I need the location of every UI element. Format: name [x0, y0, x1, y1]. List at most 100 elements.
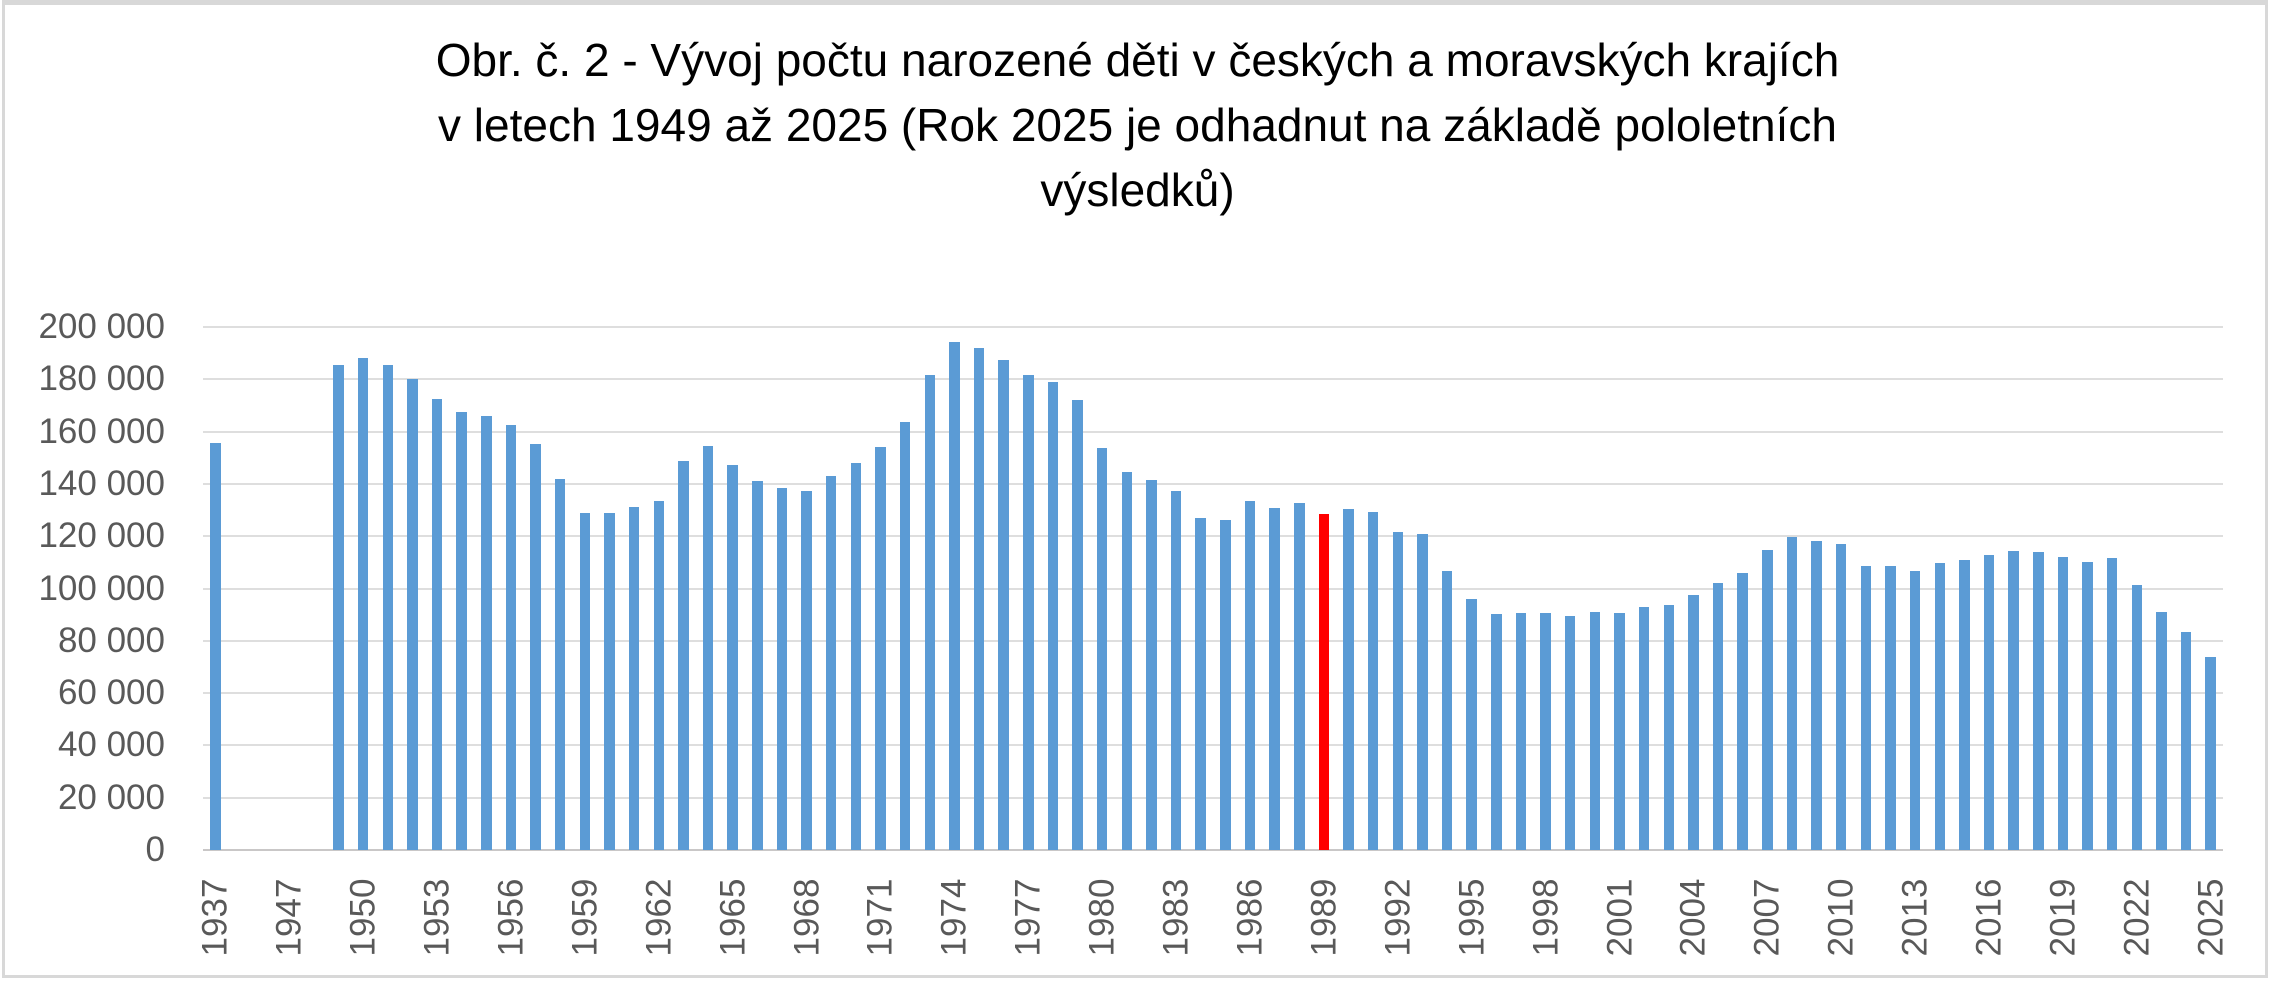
gridline — [203, 587, 2223, 590]
bar-2014 — [1934, 562, 1945, 850]
x-tick-label: 1947 — [269, 878, 309, 956]
bar-1965 — [727, 464, 738, 850]
bar-1985 — [1220, 520, 1231, 850]
bar-1995 — [1466, 598, 1477, 850]
bar-1999 — [1564, 616, 1576, 850]
bar-1967 — [776, 488, 788, 850]
bar-1998 — [1540, 613, 1551, 850]
x-tick-label: 1962 — [639, 878, 679, 956]
bar-2000 — [1589, 612, 1601, 850]
x-tick-label: 2007 — [1747, 878, 1787, 956]
bar-2011 — [1860, 565, 1872, 850]
bar-1960 — [604, 512, 615, 850]
gridline — [203, 796, 2223, 799]
y-tick-label: 0 — [145, 830, 165, 869]
bar-2023 — [2156, 611, 2167, 850]
y-tick-label: 80 000 — [57, 620, 165, 660]
bar-1958 — [554, 479, 566, 850]
bar-1954 — [456, 412, 467, 850]
bar-2020 — [2082, 561, 2093, 850]
bar-1984 — [1195, 518, 1206, 850]
x-axis-line — [203, 849, 2223, 851]
bar-1968 — [801, 490, 812, 850]
bar-1937 — [210, 443, 221, 850]
y-tick-label: 180 000 — [38, 359, 165, 399]
bar-2001 — [1614, 612, 1625, 850]
bar-1975 — [973, 348, 985, 850]
bar-1962 — [653, 500, 664, 850]
x-tick-label: 1950 — [343, 878, 383, 956]
y-tick-label: 160 000 — [38, 411, 165, 451]
bar-2012 — [1885, 566, 1896, 850]
x-tick-label: 1977 — [1008, 878, 1048, 956]
chart-title-line-2: v letech 1949 až 2025 (Rok 2025 je odhad… — [438, 99, 1837, 151]
bar-1951 — [382, 364, 393, 850]
bar-2024 — [2180, 631, 2192, 850]
x-tick-label: 1980 — [1082, 878, 1122, 956]
bar-1973 — [924, 374, 935, 850]
bar-1992 — [1392, 531, 1403, 850]
bar-2005 — [1712, 582, 1724, 850]
bar-1983 — [1170, 490, 1182, 850]
y-tick-label: 140 000 — [38, 463, 165, 503]
bar-1952 — [407, 379, 418, 850]
gridline — [203, 692, 2223, 695]
x-tick-label: 1998 — [1526, 878, 1566, 956]
bar-1978 — [1047, 382, 1059, 850]
y-tick-label: 20 000 — [57, 777, 165, 817]
bar-2010 — [1835, 543, 1847, 850]
gridline — [203, 482, 2223, 485]
x-tick-label: 1968 — [787, 878, 826, 956]
x-tick-label: 2001 — [1600, 878, 1639, 956]
bar-1956 — [505, 425, 517, 850]
bar-1980 — [1096, 447, 1108, 850]
gridline — [203, 430, 2223, 433]
x-tick-label: 1983 — [1156, 878, 1196, 956]
bar-1972 — [899, 421, 911, 850]
bar-1997 — [1515, 612, 1527, 850]
x-tick-label: 2025 — [2191, 878, 2231, 956]
y-tick-label: 100 000 — [38, 568, 165, 608]
bar-2019 — [2057, 556, 2069, 850]
bar-1991 — [1367, 511, 1379, 850]
bar-1981 — [1121, 472, 1132, 850]
x-tick-label: 1953 — [417, 878, 457, 956]
y-tick-label: 120 000 — [38, 516, 165, 556]
bar-1974 — [949, 342, 960, 850]
chart-title-line-1: Obr. č. 2 - Vývoj počtu narozené děti v … — [435, 34, 1840, 86]
x-tick-label: 1959 — [565, 878, 605, 956]
x-tick-label: 2016 — [1969, 878, 2009, 956]
gridline — [203, 744, 2223, 747]
bar-1959 — [579, 512, 591, 850]
x-tick-label: 2013 — [1895, 878, 1935, 956]
bar-1955 — [481, 416, 492, 850]
x-tick-label: 2010 — [1821, 878, 1861, 956]
x-tick-label: 1965 — [713, 878, 753, 956]
bar-2015 — [1959, 560, 1970, 850]
bar-2003 — [1663, 605, 1674, 850]
chart-title-line-3: výsledků) — [1040, 164, 1235, 216]
x-tick-label: 1986 — [1230, 878, 1270, 956]
bar-2017 — [2008, 550, 2019, 850]
bar-2004 — [1688, 594, 1699, 850]
bar-1957 — [530, 443, 541, 850]
x-tick-label: 2022 — [2117, 878, 2157, 956]
bar-2008 — [1786, 537, 1798, 850]
bar-1988 — [1294, 503, 1305, 850]
bar-2016 — [1983, 555, 1995, 850]
bar-1953 — [431, 398, 443, 850]
bar-1949 — [333, 364, 344, 850]
gridline — [203, 639, 2223, 642]
bar-1966 — [752, 480, 763, 850]
bar-1964 — [702, 446, 714, 850]
x-tick-label: 1992 — [1378, 878, 1418, 956]
bar-1969 — [825, 475, 837, 850]
y-tick-label: 200 000 — [38, 307, 165, 346]
gridline — [203, 378, 2223, 381]
bar-1987 — [1269, 507, 1280, 850]
bar-2007 — [1762, 550, 1773, 850]
bar-1963 — [678, 460, 689, 850]
bar-1950 — [357, 357, 369, 850]
bar-highlight-1989 — [1318, 514, 1330, 850]
